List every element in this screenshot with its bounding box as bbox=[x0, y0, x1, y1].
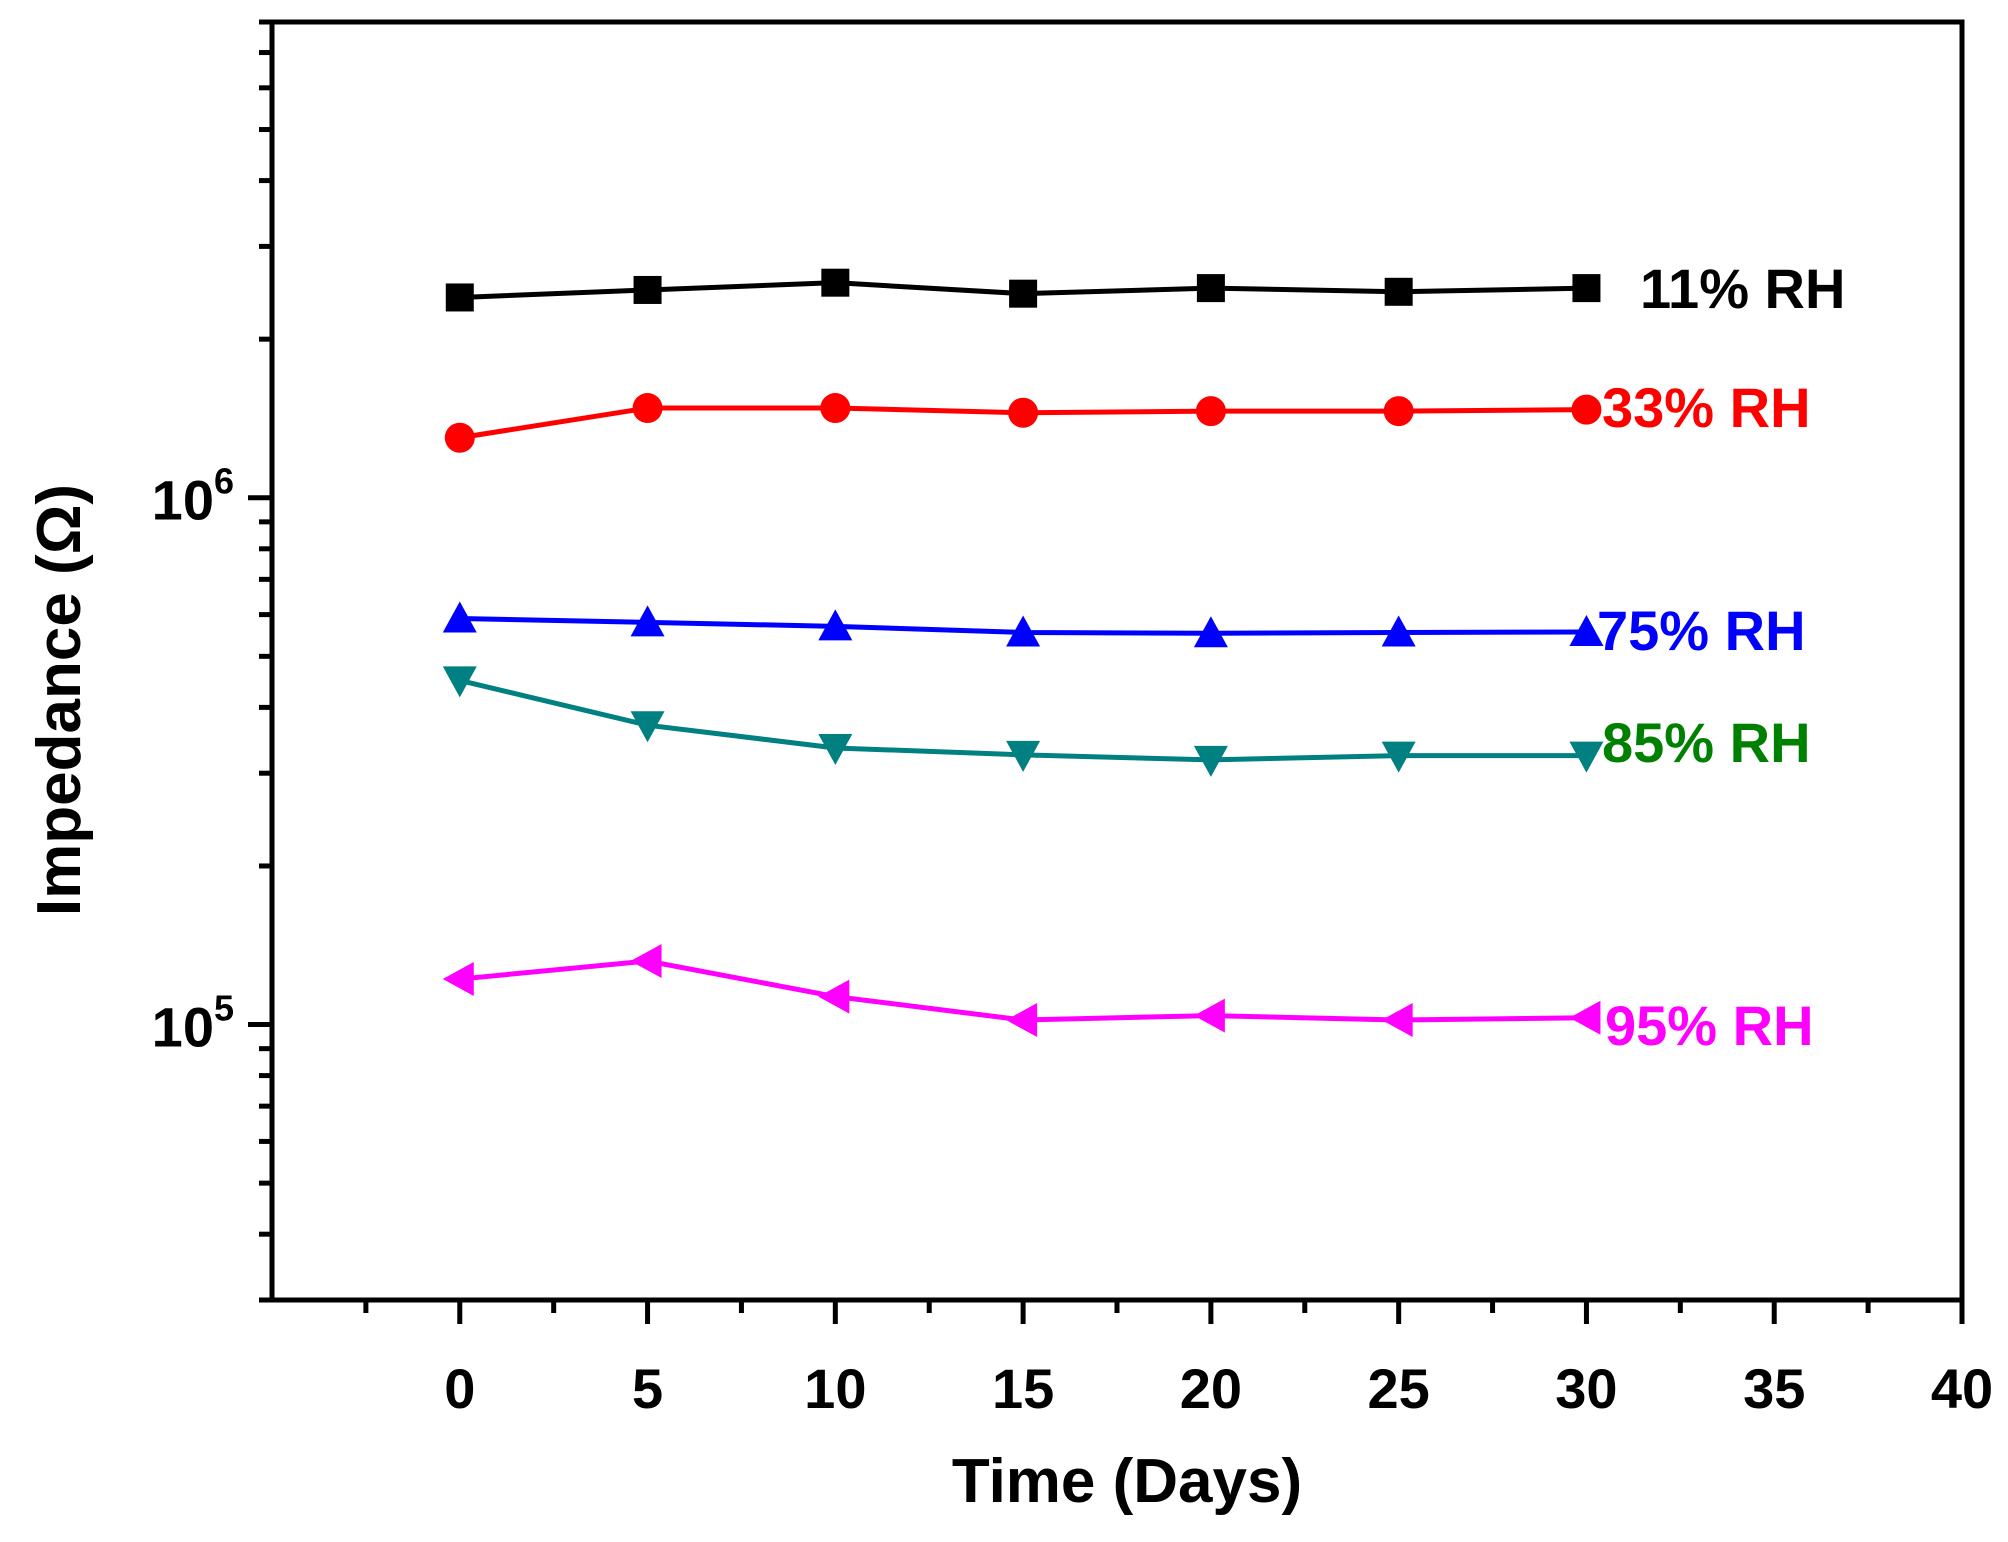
series-85rh bbox=[442, 666, 1604, 777]
x-tick-label: 35 bbox=[1743, 1357, 1805, 1420]
y-tick-base: 10 bbox=[152, 996, 214, 1059]
data-point-square bbox=[1572, 274, 1601, 303]
y-tick-exponent: 5 bbox=[214, 988, 234, 1029]
data-point-triangle-up bbox=[630, 605, 665, 637]
data-point-square bbox=[445, 283, 474, 312]
y-tick-exponent: 6 bbox=[214, 461, 234, 502]
x-tick-label: 15 bbox=[992, 1357, 1054, 1420]
data-point-square bbox=[1196, 274, 1225, 303]
data-point-square bbox=[821, 268, 850, 297]
data-point-triangle-left bbox=[630, 944, 662, 979]
x-axis-title: Time (Days) bbox=[952, 1447, 1302, 1516]
x-tick-label: 20 bbox=[1180, 1357, 1242, 1420]
data-point-circle bbox=[820, 393, 851, 424]
y-tick-base: 10 bbox=[152, 469, 214, 532]
data-point-triangle-down bbox=[630, 711, 665, 743]
series-label-75rh: 75% RH bbox=[1597, 599, 1806, 662]
axis-ticks bbox=[248, 19, 1965, 1324]
y-tick-label: 106 bbox=[152, 461, 234, 532]
data-point-triangle-left bbox=[1569, 1000, 1601, 1035]
data-point-triangle-left bbox=[818, 979, 850, 1014]
data-point-triangle-left bbox=[442, 962, 474, 997]
series-label-11rh: 11% RH bbox=[1640, 257, 1845, 320]
series-95rh bbox=[442, 944, 1601, 1038]
data-point-triangle-up bbox=[1006, 615, 1041, 647]
data-point-square bbox=[1384, 277, 1413, 306]
data-point-triangle-left bbox=[1006, 1003, 1038, 1038]
data-point-triangle-up bbox=[442, 601, 477, 633]
series-11rh bbox=[445, 268, 1601, 312]
series-layer bbox=[442, 268, 1604, 1038]
series-33rh bbox=[444, 393, 1602, 453]
data-point-circle bbox=[632, 393, 663, 424]
series-labels: 11% RH 33% RH 75% RH 85% RH 95% RH bbox=[1597, 257, 1845, 1057]
x-tick-label: 0 bbox=[444, 1357, 475, 1420]
x-tick-label: 10 bbox=[804, 1357, 866, 1420]
x-tick-label: 5 bbox=[632, 1357, 663, 1420]
x-tick-label: 40 bbox=[1931, 1357, 1993, 1420]
series-label-95rh: 95% RH bbox=[1605, 994, 1814, 1057]
y-axis-title: Impedance (Ω) bbox=[25, 484, 94, 916]
series-label-85rh: 85% RH bbox=[1602, 711, 1811, 774]
x-tick-label: 30 bbox=[1555, 1357, 1617, 1420]
data-point-triangle-down bbox=[1193, 745, 1228, 777]
series-75rh bbox=[442, 601, 1604, 648]
data-point-circle bbox=[1195, 396, 1226, 427]
data-point-circle bbox=[1383, 396, 1414, 427]
series-label-33rh: 33% RH bbox=[1602, 376, 1811, 439]
data-point-triangle-left bbox=[1381, 1003, 1413, 1038]
data-point-square bbox=[633, 275, 662, 304]
y-tick-label: 105 bbox=[152, 988, 234, 1059]
data-point-triangle-down bbox=[818, 733, 853, 765]
data-point-circle bbox=[1008, 397, 1039, 428]
data-point-triangle-up bbox=[1193, 616, 1228, 648]
data-point-triangle-down bbox=[442, 666, 477, 698]
plot-frame bbox=[269, 19, 1965, 1303]
data-point-triangle-up bbox=[1381, 615, 1416, 647]
data-point-triangle-down bbox=[1006, 740, 1041, 772]
data-point-triangle-down bbox=[1381, 741, 1416, 773]
data-point-triangle-down bbox=[1569, 741, 1604, 773]
x-tick-label: 25 bbox=[1368, 1357, 1430, 1420]
data-point-circle bbox=[1571, 394, 1602, 425]
data-point-triangle-up bbox=[1569, 615, 1604, 647]
data-point-circle bbox=[444, 422, 475, 453]
data-point-square bbox=[1009, 279, 1038, 308]
data-point-triangle-up bbox=[818, 609, 853, 641]
data-point-triangle-left bbox=[1193, 998, 1225, 1033]
